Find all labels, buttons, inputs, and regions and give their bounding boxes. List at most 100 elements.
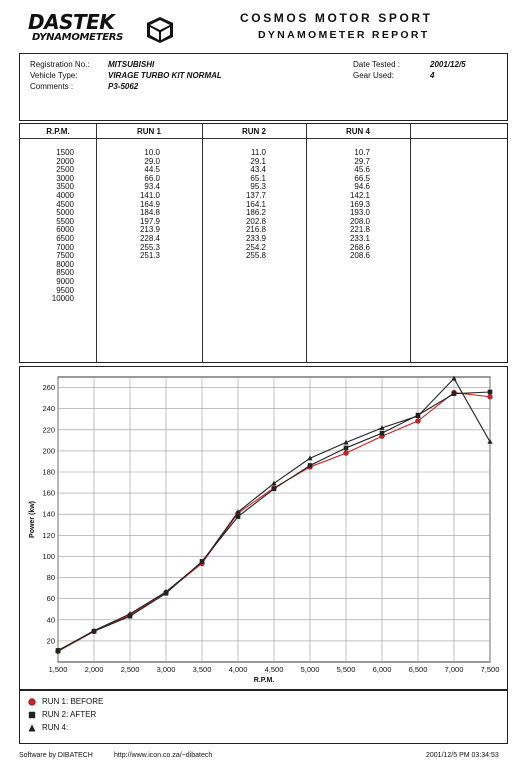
gear-used-value: 4 — [430, 71, 435, 80]
column-divider — [96, 124, 97, 362]
data-point-run2 — [127, 613, 133, 619]
cube-logo-icon — [147, 17, 173, 43]
data-point-run4 — [163, 589, 169, 594]
date-tested-value: 2001/12/5 — [430, 60, 466, 69]
run2-cell: 11.0 — [251, 148, 266, 157]
rpm-cell: 7000 — [56, 242, 74, 252]
rpm-cell: 3500 — [56, 182, 74, 192]
run4-cell: 29.7 — [354, 156, 370, 166]
data-point-run1 — [415, 418, 421, 424]
report-title: DYNAMOMETER REPORT — [258, 29, 430, 41]
registration-label: Registration No.: — [30, 60, 90, 69]
run2-cell: 95.3 — [250, 182, 266, 192]
run4-cell: 45.6 — [354, 165, 370, 175]
run4-cell: 233.1 — [349, 234, 370, 243]
column-divider — [410, 124, 411, 362]
rpm-cell: 2000 — [56, 156, 74, 166]
data-point-run4 — [487, 439, 493, 444]
y-tick-label: 120 — [42, 531, 55, 540]
dastek-logo: DASTEK DYNAMOMETERS — [28, 10, 173, 46]
data-point-run2 — [307, 463, 313, 468]
rpm-cell: 4000 — [56, 191, 74, 200]
run2-cell: 254.2 — [245, 242, 266, 252]
data-point-run4 — [307, 455, 313, 461]
gear-used-label: Gear Used: — [353, 71, 394, 80]
rpm-column-header: R.P.M. — [46, 127, 70, 136]
data-point-run4 — [127, 611, 133, 616]
data-point-run4 — [199, 559, 205, 565]
rpm-cell: 8000 — [56, 259, 74, 269]
rpm-cell: 9000 — [56, 277, 74, 286]
x-axis-label: R.P.M. — [254, 677, 275, 684]
data-point-run2 — [271, 486, 277, 492]
y-tick-label: 220 — [42, 425, 55, 434]
x-tick-label: 1,500 — [49, 665, 68, 674]
rpm-cell: 3000 — [56, 173, 74, 183]
run1-cell: 93.4 — [144, 182, 160, 192]
rpm-cell: 5000 — [56, 208, 74, 218]
run2-cell: 29.1 — [250, 156, 266, 166]
rpm-cell: 4500 — [56, 199, 74, 209]
data-point-run2 — [379, 430, 385, 436]
run1-cell: 228.4 — [139, 234, 160, 243]
y-tick-label: 60 — [47, 594, 55, 603]
registration-value: MITSUBISHI — [108, 60, 155, 69]
vehicle-type-row: Vehicle Type: VIRAGE TURBO KIT NORMAL Ge… — [30, 71, 500, 81]
run4-column-header: RUN 4 — [345, 127, 370, 136]
data-point-run4 — [451, 375, 457, 381]
run2-cell: 216.8 — [245, 225, 266, 235]
data-point-run2 — [235, 514, 241, 519]
report-timestamp: 2001/12/5 PM 03:34:53 — [426, 752, 499, 759]
data-point-run2 — [487, 389, 493, 395]
x-tick-label: 7,500 — [481, 665, 500, 674]
data-point-run4 — [235, 509, 241, 515]
power-chart-svg: 1,500 2,000 2,500 3,000 3,500 4,000 4,500 5,000… — [29, 375, 500, 684]
run1-cell: 141.0 — [139, 191, 160, 200]
black-triangle-marker-icon — [28, 724, 36, 732]
run4-cell: 208.6 — [349, 251, 370, 261]
run1-cell: 44.5 — [144, 165, 160, 175]
run2-cell: 233.9 — [245, 234, 266, 243]
x-tick-label: 6,500 — [409, 665, 428, 674]
x-tick-label: 7,000 — [445, 665, 464, 674]
rpm-cell: 6000 — [56, 225, 74, 235]
y-tick-label: 140 — [42, 510, 55, 519]
run2-cell: 43.4 — [250, 165, 266, 175]
y-tick-label: 160 — [42, 489, 55, 498]
power-table: R.P.M. RUN 1 RUN 2 RUN 4 1500 2000 2500 300… — [19, 123, 508, 363]
run1-cell: 251.3 — [139, 251, 160, 261]
data-point-run4 — [379, 425, 385, 430]
x-tick-label: 3,000 — [157, 665, 176, 674]
x-tick-label: 5,500 — [337, 665, 356, 674]
y-tick-label: 20 — [47, 636, 55, 645]
run2-cell: 255.8 — [245, 251, 266, 261]
rpm-cell: 2500 — [56, 165, 74, 175]
column-divider — [202, 124, 203, 362]
data-point-run4 — [343, 439, 349, 445]
run1-cell: 213.9 — [139, 225, 160, 235]
run4-cell: 208.0 — [349, 216, 370, 226]
red-circle-marker-icon — [28, 698, 36, 706]
run1-cell: 10.0 — [144, 148, 160, 157]
y-tick-label: 40 — [47, 615, 55, 624]
legend-label-run2: RUN 2: AFTER — [42, 710, 97, 719]
rpm-cell: 7500 — [56, 251, 74, 261]
run4-cell: 142.1 — [349, 191, 370, 200]
rpm-cell: 1500 — [56, 148, 74, 157]
x-tick-label: 2,500 — [121, 665, 140, 674]
data-point-run1 — [487, 394, 493, 400]
run2-column-header: RUN 2 — [241, 127, 266, 136]
run2-cell: 137.7 — [245, 191, 266, 200]
y-tick-label: 180 — [42, 468, 55, 477]
x-tick-label: 3,500 — [193, 665, 212, 674]
run4-cell: 221.8 — [349, 225, 370, 235]
data-point-run4 — [91, 627, 97, 633]
run1-cell: 164.9 — [139, 199, 160, 209]
registration-row: Registration No.: MITSUBISHI Date Tested… — [30, 60, 500, 70]
comments-label: Comments : — [30, 82, 74, 91]
software-credit: Software by DIBATECH — [19, 752, 93, 759]
y-tick-label: 100 — [42, 552, 55, 561]
x-tick-label: 4,500 — [265, 665, 284, 674]
company-name: COSMOS MOTOR SPORT — [240, 11, 433, 25]
